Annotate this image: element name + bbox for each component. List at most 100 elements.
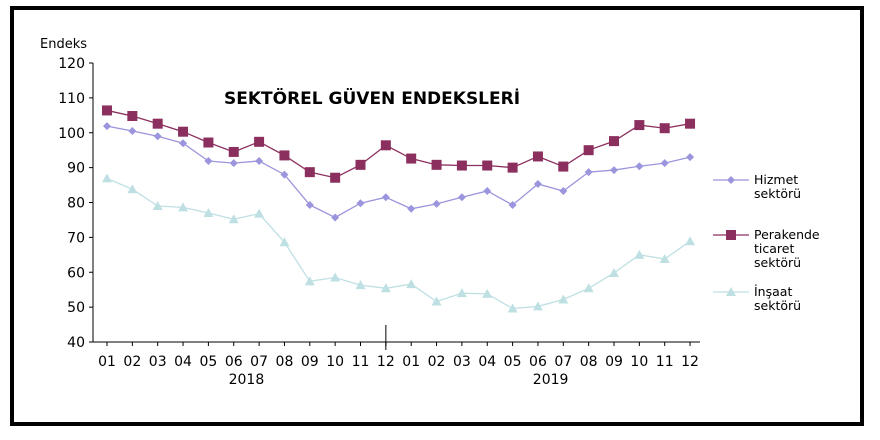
data-point-square bbox=[127, 111, 138, 122]
year-label: 2018 bbox=[229, 372, 265, 388]
chart-frame bbox=[10, 6, 864, 426]
x-tick-label: 06 bbox=[225, 354, 243, 370]
x-tick-label: 01 bbox=[98, 354, 116, 370]
data-point-square bbox=[304, 167, 315, 178]
data-point-triangle bbox=[406, 279, 417, 289]
data-point-square bbox=[659, 123, 670, 134]
data-point-diamond bbox=[229, 159, 238, 168]
data-point-square bbox=[583, 145, 594, 156]
x-tick-label: 11 bbox=[352, 354, 370, 370]
data-point-square bbox=[178, 126, 189, 137]
data-point-triangle bbox=[431, 296, 442, 306]
y-tick-label: 70 bbox=[67, 230, 85, 246]
x-tick-label: 11 bbox=[656, 354, 674, 370]
series-line bbox=[106, 109, 691, 179]
data-point-triangle bbox=[482, 288, 493, 298]
data-point-diamond bbox=[635, 162, 644, 171]
data-point-square bbox=[532, 151, 543, 162]
data-point-square bbox=[609, 136, 619, 147]
data-point-diamond bbox=[457, 193, 466, 202]
data-point-square bbox=[203, 137, 214, 148]
x-tick-label: 05 bbox=[504, 354, 522, 370]
x-tick-label: 02 bbox=[123, 354, 141, 370]
y-tick-label: 80 bbox=[67, 196, 85, 212]
data-point-diamond bbox=[533, 180, 542, 189]
data-point-square bbox=[355, 159, 366, 170]
data-point-square bbox=[482, 160, 493, 171]
legend-label: Hizmet bbox=[754, 172, 798, 187]
data-point-square bbox=[330, 172, 341, 183]
data-point-triangle bbox=[330, 272, 341, 282]
legend-label: sektörü bbox=[754, 298, 801, 313]
data-point-diamond bbox=[179, 139, 188, 148]
year-label: 2019 bbox=[533, 372, 569, 388]
y-tick-label: 90 bbox=[67, 161, 85, 177]
data-point-triangle bbox=[507, 303, 518, 313]
data-point-square bbox=[685, 118, 696, 129]
legend-label: sektörü bbox=[754, 255, 801, 270]
data-point-square bbox=[152, 118, 163, 129]
data-point-diamond bbox=[128, 127, 137, 136]
data-point-square bbox=[507, 162, 518, 173]
x-tick-label: 05 bbox=[199, 354, 217, 370]
x-tick-label: 06 bbox=[529, 354, 547, 370]
data-point-diamond bbox=[103, 122, 111, 131]
data-point-diamond bbox=[153, 132, 162, 141]
data-point-diamond bbox=[204, 156, 213, 165]
x-tick-label: 10 bbox=[630, 354, 648, 370]
data-point-triangle bbox=[532, 301, 543, 311]
data-point-triangle bbox=[685, 236, 696, 246]
data-point-triangle bbox=[152, 200, 163, 210]
legend-label: Perakende bbox=[754, 227, 820, 242]
data-point-square bbox=[279, 150, 290, 161]
data-point-triangle bbox=[558, 294, 569, 304]
data-point-triangle bbox=[634, 249, 645, 259]
x-tick-label: 09 bbox=[605, 354, 623, 370]
data-point-triangle bbox=[203, 207, 214, 217]
data-point-square bbox=[431, 159, 442, 170]
data-point-diamond bbox=[331, 213, 340, 222]
x-tick-label: 04 bbox=[478, 354, 496, 370]
legend-label: sektörü bbox=[754, 186, 801, 201]
x-tick-label: 09 bbox=[301, 354, 319, 370]
x-tick-label: 12 bbox=[377, 354, 395, 370]
data-point-square bbox=[228, 146, 239, 157]
x-tick-label: 03 bbox=[149, 354, 167, 370]
series-line bbox=[106, 125, 691, 219]
legend-label: İnşaat bbox=[754, 284, 792, 299]
series-line bbox=[106, 177, 691, 310]
x-tick-label: 02 bbox=[428, 354, 446, 370]
data-point-diamond bbox=[305, 200, 314, 209]
data-point-square bbox=[380, 140, 391, 151]
data-point-triangle bbox=[279, 237, 290, 247]
legend-label: ticaret bbox=[754, 241, 794, 256]
data-point-diamond bbox=[407, 204, 416, 213]
x-tick-label: 03 bbox=[453, 354, 471, 370]
data-point-triangle bbox=[254, 208, 265, 218]
data-point-square bbox=[726, 230, 736, 240]
y-axis-label: Endeks bbox=[40, 37, 87, 52]
x-tick-label: 08 bbox=[580, 354, 598, 370]
y-tick-label: 60 bbox=[67, 265, 85, 281]
data-point-triangle bbox=[659, 253, 670, 263]
data-point-triangle bbox=[456, 288, 467, 298]
data-point-diamond bbox=[356, 199, 365, 208]
data-point-triangle bbox=[380, 283, 391, 293]
data-point-square bbox=[102, 105, 112, 116]
data-point-diamond bbox=[255, 156, 264, 165]
chart-title: SEKTÖREL GÜVEN ENDEKSLERİ bbox=[224, 87, 520, 109]
data-point-triangle bbox=[583, 283, 594, 293]
y-tick-label: 120 bbox=[58, 56, 85, 72]
data-point-triangle bbox=[304, 276, 315, 286]
x-tick-label: 07 bbox=[554, 354, 572, 370]
data-point-diamond bbox=[483, 186, 492, 195]
y-tick-label: 110 bbox=[58, 91, 85, 107]
x-tick-label: 07 bbox=[250, 354, 268, 370]
data-point-triangle bbox=[127, 184, 138, 194]
data-point-diamond bbox=[280, 170, 289, 179]
x-tick-label: 01 bbox=[402, 354, 420, 370]
x-tick-label: 10 bbox=[326, 354, 344, 370]
x-tick-label: 08 bbox=[276, 354, 294, 370]
data-point-triangle bbox=[726, 287, 736, 296]
